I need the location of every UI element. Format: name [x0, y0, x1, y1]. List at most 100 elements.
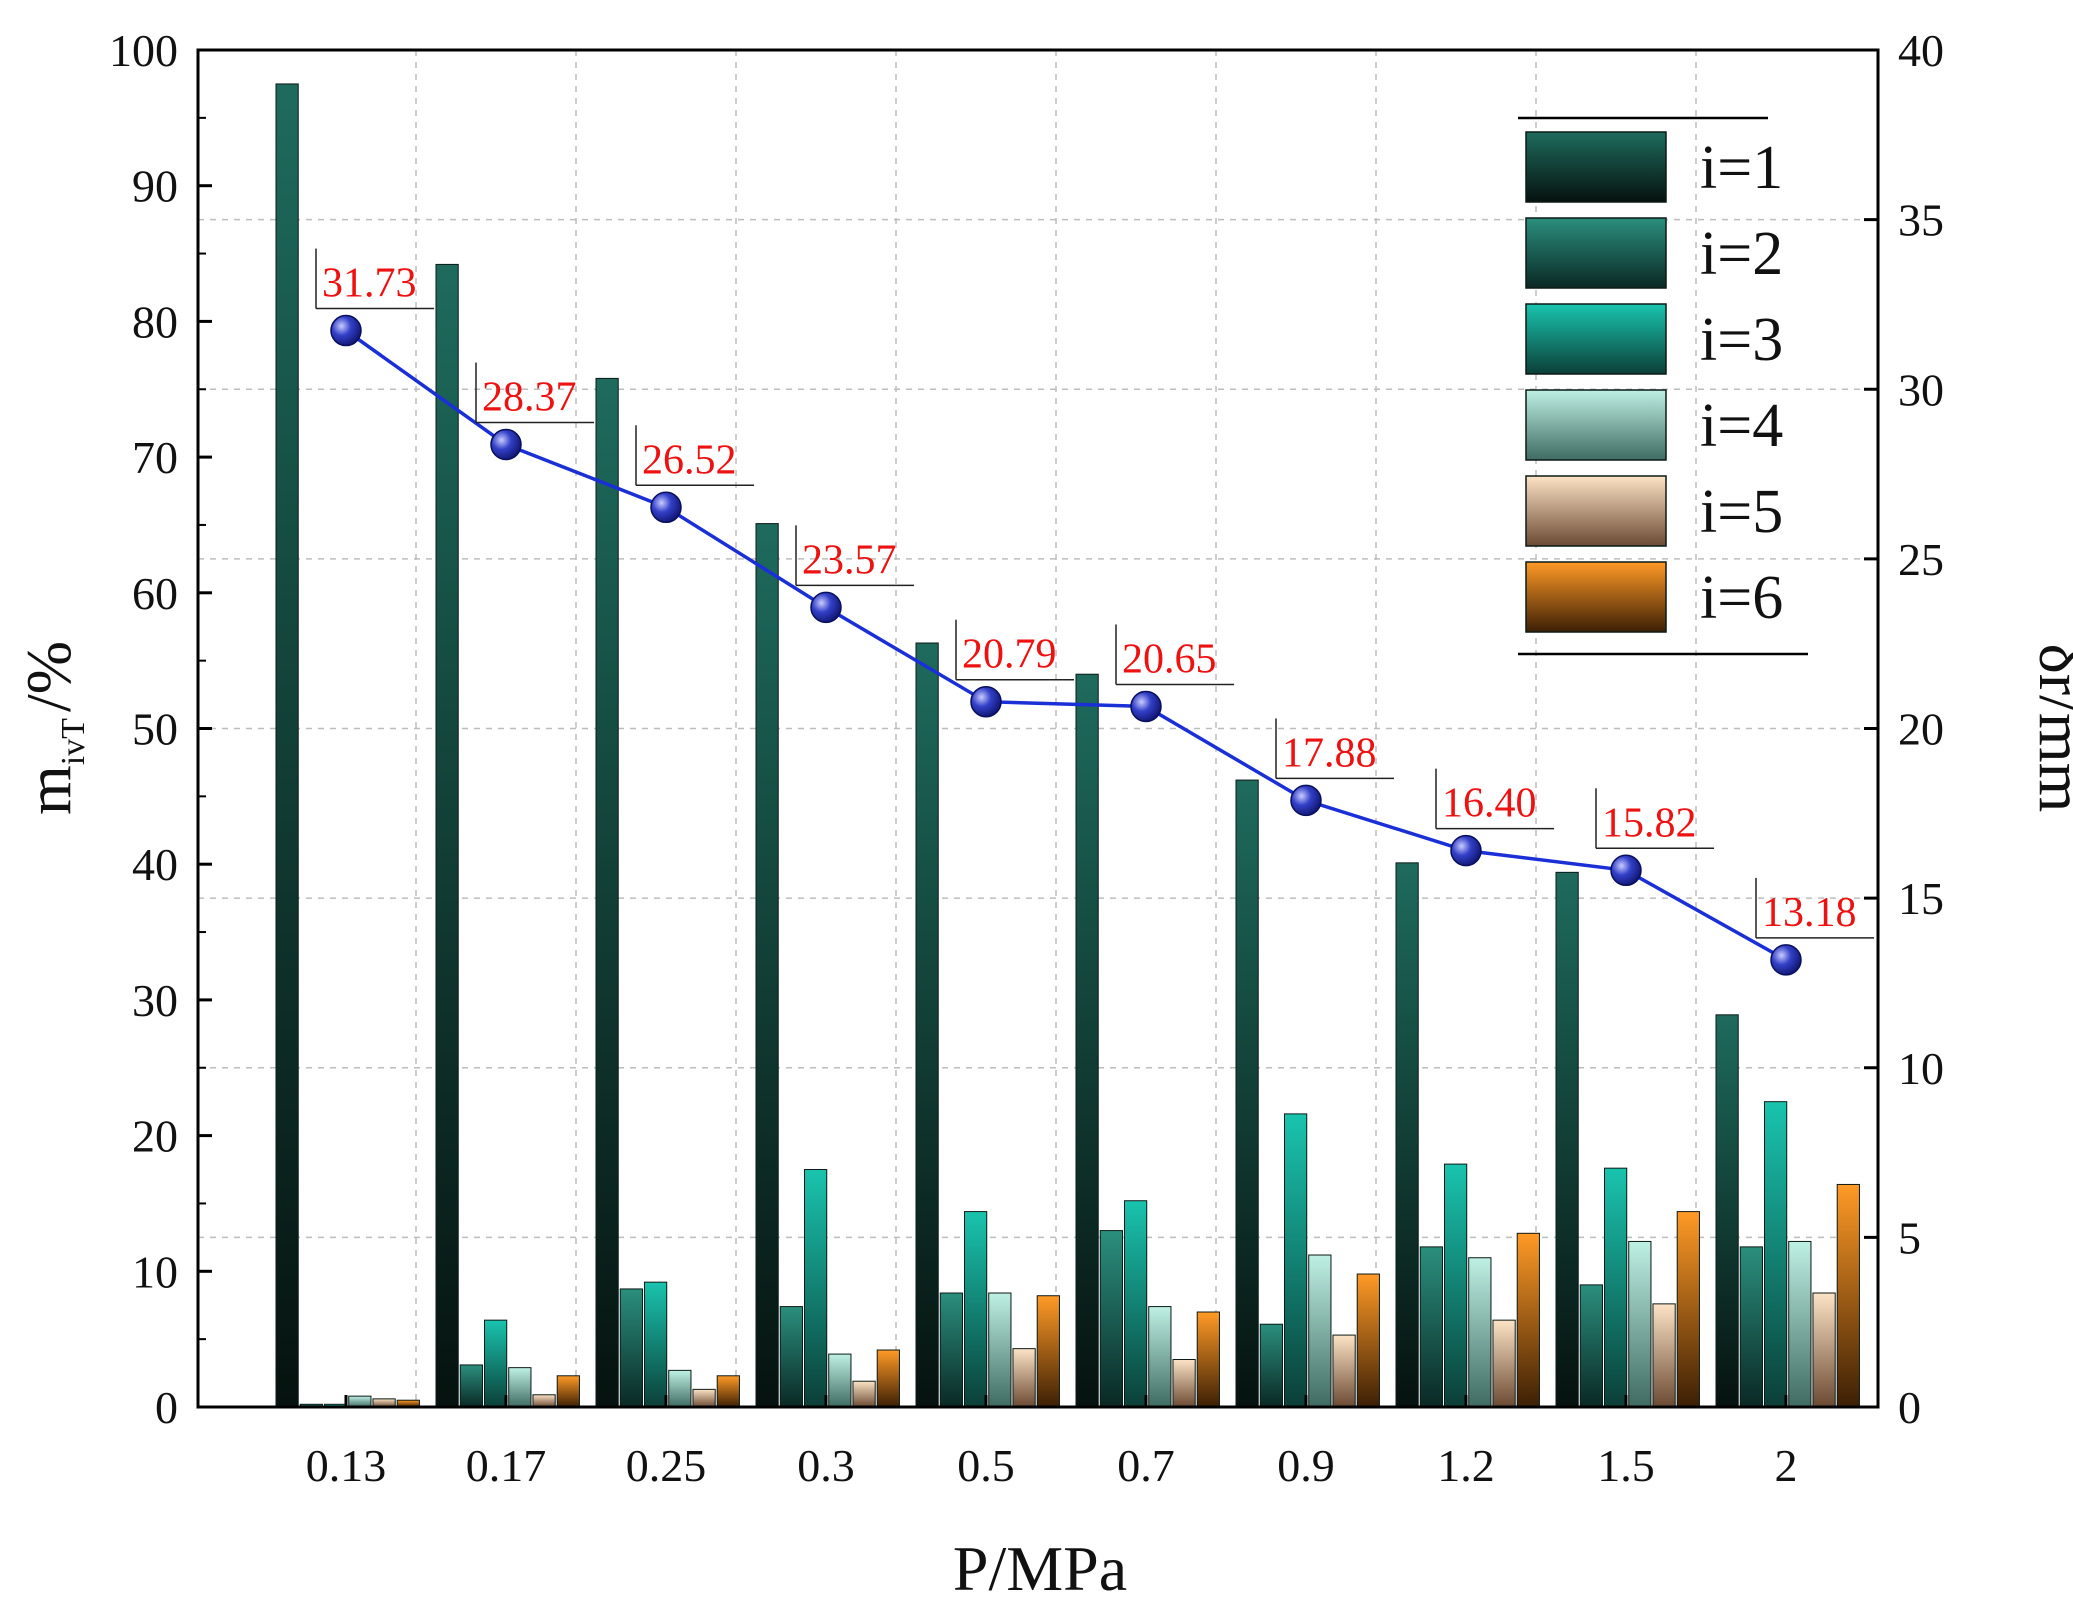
data-label-frame-0.17 — [475, 362, 594, 424]
y-tick-label: 30 — [132, 975, 178, 1026]
bar-i5-1.2 — [1492, 1319, 1516, 1408]
x-tick-label: 1.5 — [1597, 1440, 1655, 1491]
data-label-frame-0.5 — [955, 619, 1074, 681]
y2-tick-label: 20 — [1898, 704, 1944, 755]
right-axis: 0 5 10 15 20 25 30 35 40 — [1864, 25, 1944, 1433]
left-axis: 0 10 20 30 40 50 60 70 80 90 100 — [109, 25, 212, 1433]
bar-i5-1.5 — [1652, 1303, 1676, 1408]
grid-lines — [198, 50, 1878, 1407]
bar-i3-0.3 — [803, 1169, 828, 1408]
data-label-0.9: 17.88 — [1282, 730, 1377, 776]
bar-i3-0.5 — [963, 1211, 988, 1408]
x-tick-label: 0.5 — [957, 1440, 1015, 1491]
bar-i2-0.17 — [459, 1364, 483, 1408]
x-tick-label: 0.9 — [1277, 1440, 1335, 1491]
bar-i3-1.2 — [1443, 1163, 1468, 1408]
bar-i1-2 — [1715, 1014, 1739, 1408]
y-tick-label: 90 — [132, 161, 178, 212]
bar-i5-0.3 — [852, 1380, 876, 1408]
bar-i4-1.5 — [1628, 1240, 1652, 1408]
bar-i1-0.7 — [1075, 673, 1099, 1408]
line-marker-0.25 — [650, 491, 682, 524]
data-label-frame-1.5 — [1595, 788, 1714, 850]
bar-i5-0.25 — [692, 1388, 716, 1408]
y-tick-label: 80 — [132, 296, 178, 347]
bar-i6-0.7 — [1196, 1311, 1220, 1408]
data-label-0.7: 20.65 — [1122, 636, 1217, 682]
y-tick-label: 40 — [132, 839, 178, 890]
bar-i5-0.17 — [532, 1394, 556, 1408]
bar-i6-0.25 — [716, 1375, 740, 1408]
bar-i3-0.17 — [483, 1319, 508, 1408]
bar-i3-0.7 — [1123, 1200, 1148, 1408]
bar-i1-1.2 — [1395, 862, 1419, 1408]
bar-i2-0.7 — [1099, 1230, 1123, 1408]
y2-tick-label: 5 — [1898, 1212, 1921, 1263]
data-label-0.5: 20.79 — [962, 632, 1057, 678]
bar-i2-2 — [1739, 1246, 1763, 1408]
bar-i2-0.25 — [619, 1288, 643, 1408]
legend-swatch-i6 — [1525, 561, 1667, 633]
x-tick-label: 0.13 — [306, 1440, 387, 1491]
bar-i2-1.5 — [1579, 1284, 1603, 1408]
legend-swatch-i1 — [1525, 131, 1667, 203]
bar-i1-1.5 — [1555, 871, 1579, 1408]
y2-tick-label: 30 — [1898, 364, 1944, 415]
bar-i1-0.25 — [595, 377, 619, 1408]
svg-text:mivT/%: mivT /% — [13, 641, 92, 815]
x-axis: 0.13 0.17 0.25 0.3 0.5 0.7 0.9 1.2 1.5 2 — [306, 1395, 1798, 1491]
bar-i4-0.13 — [348, 1395, 372, 1408]
data-label-layer: 31.73 28.37 26.52 23.57 20.79 20.65 17.88 16.40… — [315, 248, 1874, 939]
legend-label-i1: i=1 — [1700, 134, 1783, 202]
legend-label-i2: i=2 — [1700, 220, 1783, 288]
bar-i4-1.2 — [1468, 1257, 1492, 1408]
line-marker-1.5 — [1610, 854, 1642, 887]
line-marker-2 — [1770, 944, 1802, 976]
bar-i6-0.3 — [876, 1349, 900, 1408]
bar-i6-1.2 — [1516, 1232, 1540, 1408]
data-label-0.13: 31.73 — [322, 261, 417, 307]
bar-i1-0.5 — [915, 642, 939, 1408]
line-marker-0.9 — [1290, 784, 1322, 817]
data-label-2: 13.18 — [1762, 890, 1857, 936]
bar-i6-1.5 — [1676, 1211, 1700, 1408]
y2-tick-label: 10 — [1898, 1043, 1944, 1094]
y-tick-label: 10 — [132, 1246, 178, 1297]
bar-i6-0.5 — [1036, 1295, 1060, 1408]
line-marker-0.3 — [810, 591, 842, 624]
y-tick-label: 50 — [132, 704, 178, 755]
y-axis-title-subscript: ivT — [55, 718, 92, 765]
data-label-1.5: 15.82 — [1602, 800, 1697, 846]
line-marker-0.7 — [1130, 690, 1162, 723]
line-marker-0.13 — [330, 314, 362, 347]
data-label-1.2: 16.40 — [1442, 781, 1537, 827]
legend-swatch-i5 — [1525, 475, 1667, 547]
bar-i3-0.9 — [1283, 1113, 1308, 1408]
bar-i5-0.5 — [1012, 1348, 1036, 1408]
bar-i2-0.5 — [939, 1292, 963, 1408]
x-tick-label: 0.17 — [466, 1440, 547, 1491]
bar-i2-0.3 — [779, 1306, 803, 1408]
data-label-0.17: 28.37 — [482, 375, 577, 421]
x-axis-title: P/MPa — [953, 1533, 1127, 1604]
data-label-frame-2 — [1755, 877, 1874, 939]
data-label-frame-0.13 — [315, 248, 434, 310]
bar-i1-0.13 — [275, 83, 299, 1408]
bar-i4-0.7 — [1148, 1306, 1172, 1408]
line-marker-0.17 — [490, 428, 522, 461]
bar-i4-0.25 — [668, 1369, 692, 1408]
x-tick-label: 0.7 — [1117, 1440, 1175, 1491]
line-series-delta-r — [344, 329, 1787, 962]
y2-tick-label: 0 — [1898, 1382, 1921, 1433]
bar-i5-2 — [1812, 1292, 1836, 1408]
bar-i1-0.17 — [435, 263, 459, 1408]
y-tick-label: 0 — [155, 1382, 178, 1433]
data-label-frame-0.25 — [635, 425, 754, 487]
line-marker-0.5 — [970, 685, 1002, 718]
x-tick-label: 1.2 — [1437, 1440, 1495, 1491]
bar-i2-0.9 — [1259, 1323, 1283, 1408]
bar-i1-0.3 — [755, 523, 779, 1408]
data-label-0.25: 26.52 — [642, 437, 737, 483]
data-label-frame-0.3 — [795, 525, 914, 587]
legend: i=1 i=2 i=3 i=4 i=5 i=6 — [1518, 116, 1808, 656]
